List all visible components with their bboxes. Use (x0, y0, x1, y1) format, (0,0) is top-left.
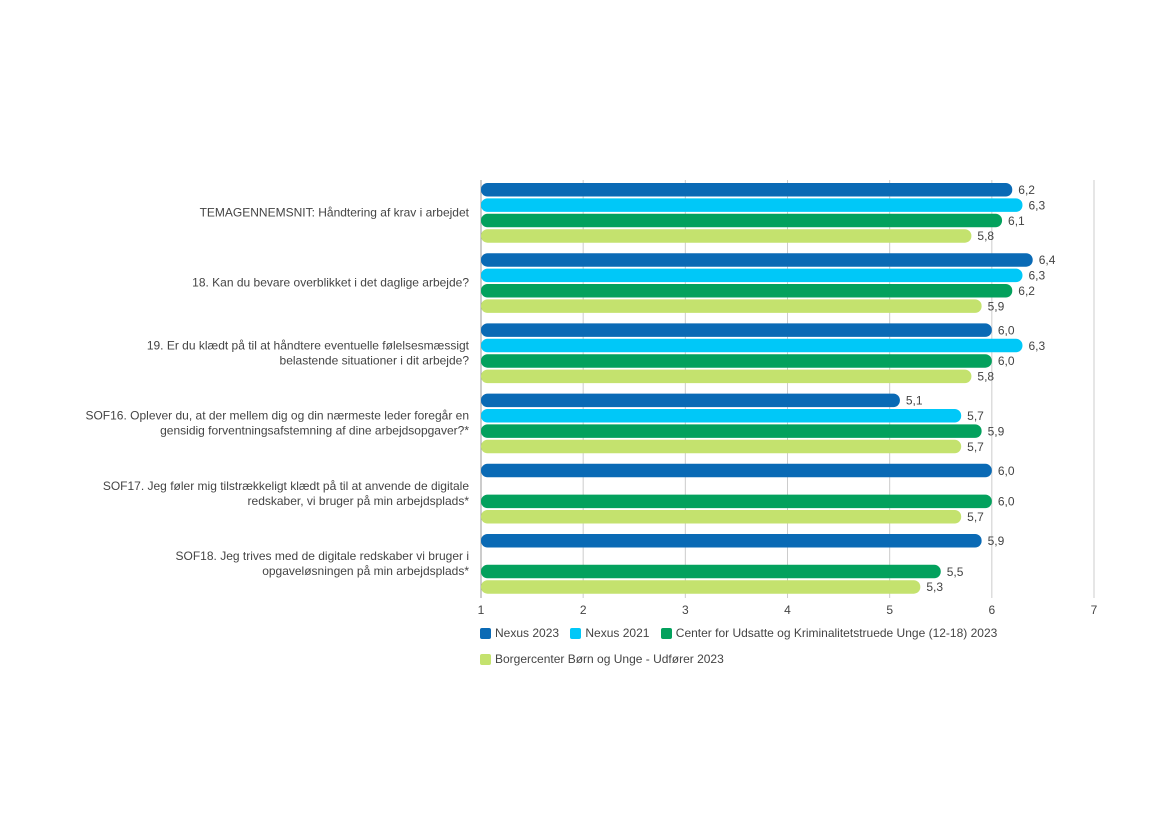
bar (481, 439, 962, 454)
data-label: 5,7 (967, 510, 984, 524)
x-tick-label: 6 (988, 603, 995, 617)
x-tick-label: 5 (886, 603, 893, 617)
bar (481, 338, 1023, 353)
legend-label: Borgercenter Børn og Unge - Udfører 2023 (495, 652, 724, 666)
bar (481, 409, 962, 423)
bar (481, 253, 1033, 267)
data-label: 5,9 (988, 534, 1005, 548)
bar (481, 580, 921, 594)
legend-item-center-udsatte[interactable]: Center for Udsatte og Kriminalitetstrued… (660, 622, 998, 644)
bar (481, 268, 1023, 283)
legend-swatch (480, 627, 491, 639)
bar (481, 463, 992, 478)
bar (481, 198, 1023, 212)
bar (481, 213, 1003, 228)
bar (481, 183, 1013, 197)
bar (481, 284, 1013, 298)
legend: Nexus 2023 Nexus 2021 Center for Udsatte… (480, 622, 1120, 670)
category-label: SOF17. Jeg føler mig tilstrækkeligt klæd… (103, 479, 469, 508)
bar (481, 299, 982, 313)
data-label: 6,4 (1039, 253, 1056, 267)
category-label: 18. Kan du bevare overblikket i det dagl… (192, 276, 469, 290)
data-label: 6,0 (998, 464, 1015, 478)
data-label: 5,9 (988, 424, 1005, 438)
data-label: 6,2 (1018, 284, 1035, 298)
category-label-line: TEMAGENNEMSNIT: Håndtering af krav i arb… (200, 206, 470, 220)
x-tick-label: 2 (580, 603, 587, 617)
legend-item-nexus-2021[interactable]: Nexus 2021 (570, 622, 649, 644)
legend-label: Center for Udsatte og Kriminalitetstrued… (675, 626, 998, 640)
data-label: 5,5 (947, 565, 964, 579)
category-label-line: gensidig forventningsafstemning af dine … (160, 424, 469, 438)
category-label-line: belastende situationer i dit arbejde? (280, 353, 470, 367)
category-label-line: SOF17. Jeg føler mig tilstrækkeligt klæd… (103, 479, 469, 493)
bar (481, 534, 982, 548)
bar (481, 229, 972, 243)
legend-label: Nexus 2021 (585, 626, 650, 640)
legend-label: Nexus 2023 (495, 626, 560, 640)
category-label: TEMAGENNEMSNIT: Håndtering af krav i arb… (200, 206, 470, 220)
bar (481, 393, 900, 408)
category-label: SOF18. Jeg trives med de digitale redska… (176, 549, 470, 578)
legend-item-borgercenter[interactable]: Borgercenter Børn og Unge - Udfører 2023 (480, 648, 1112, 670)
bar (481, 424, 982, 438)
data-label: 6,0 (998, 323, 1015, 337)
data-label: 5,9 (988, 299, 1005, 313)
data-label: 5,7 (967, 440, 984, 454)
category-label-line: SOF18. Jeg trives med de digitale redska… (176, 549, 469, 563)
bar (481, 510, 962, 524)
category-label-line: 18. Kan du bevare overblikket i det dagl… (192, 276, 469, 290)
bar (481, 564, 941, 579)
legend-item-nexus-2023[interactable]: Nexus 2023 (480, 622, 559, 644)
data-label: 6,0 (998, 354, 1015, 368)
category-label-line: opgaveløsningen på min arbejdsplads* (262, 564, 469, 578)
category-label: 19. Er du klædt på til at håndtere event… (147, 338, 470, 367)
category-label: SOF16. Oplever du, at der mellem dig og … (85, 409, 469, 438)
x-tick-label: 7 (1091, 603, 1098, 617)
legend-swatch (660, 627, 672, 639)
data-label: 5,3 (926, 580, 943, 594)
legend-swatch (570, 627, 582, 639)
category-label-line: 19. Er du klædt på til at håndtere event… (147, 338, 470, 352)
data-label: 6,0 (998, 495, 1015, 509)
data-label: 6,1 (1008, 214, 1025, 228)
data-label: 5,8 (977, 370, 994, 384)
data-label: 6,3 (1028, 269, 1045, 283)
category-label-line: redskaber, vi bruger på min arbejdsplads… (248, 494, 470, 508)
data-label: 5,7 (967, 409, 984, 423)
data-label: 6,3 (1028, 198, 1045, 212)
data-label: 5,1 (906, 394, 923, 408)
data-label: 5,8 (977, 229, 994, 243)
bar (481, 369, 972, 384)
category-label-line: SOF16. Oplever du, at der mellem dig og … (85, 409, 469, 423)
bar (481, 323, 992, 337)
x-tick-label: 1 (478, 603, 485, 617)
x-tick-label: 3 (682, 603, 689, 617)
bar (481, 494, 992, 509)
x-tick-label: 4 (784, 603, 791, 617)
data-label: 6,2 (1018, 183, 1035, 197)
bar (481, 354, 992, 368)
legend-swatch (480, 653, 491, 665)
data-label: 6,3 (1028, 339, 1045, 353)
